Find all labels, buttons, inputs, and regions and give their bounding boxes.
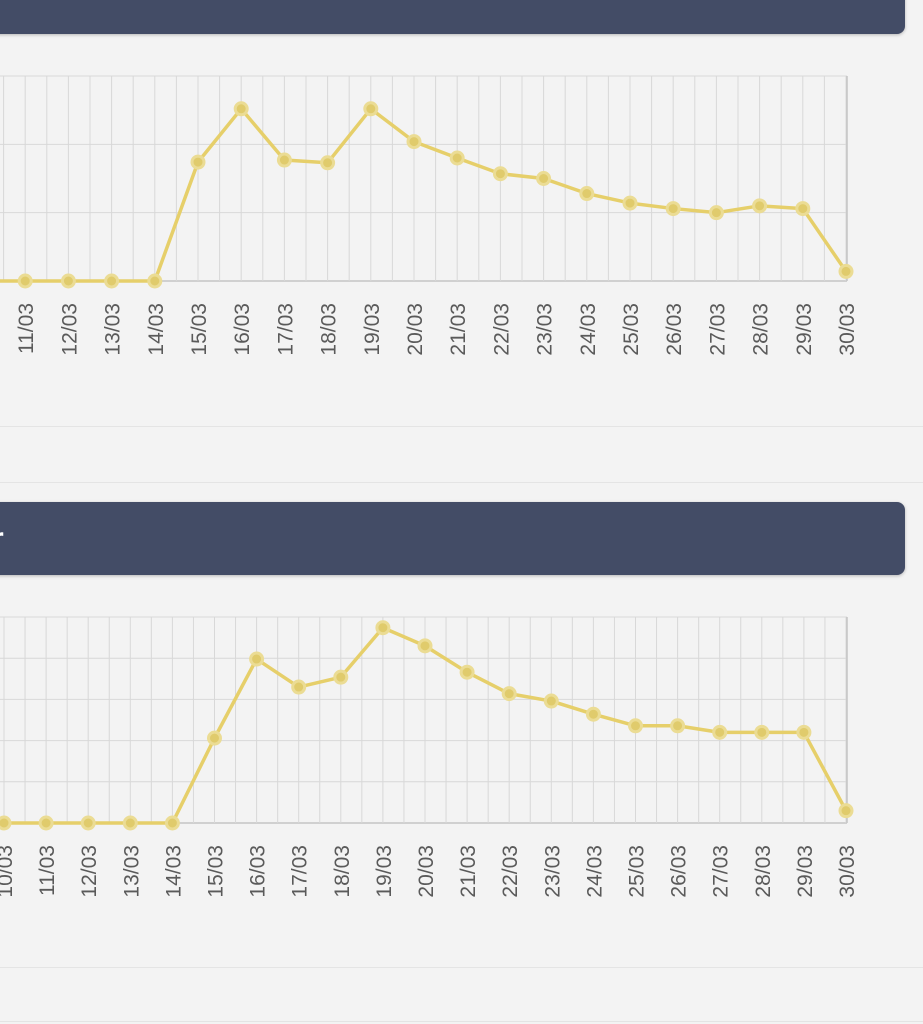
data-point[interactable] [122,815,138,831]
chart-2-header-bar: r [0,502,905,575]
chart-1-header-bar [0,0,905,34]
x-tick-label: 17/03 [274,303,297,356]
data-point[interactable] [60,273,76,289]
data-point[interactable] [708,205,724,221]
data-point[interactable] [585,706,601,722]
x-tick-label: 28/03 [752,845,775,898]
x-tick-label: 26/03 [668,845,691,898]
x-tick-label: 14/03 [162,845,185,898]
data-point[interactable] [670,718,686,734]
data-point[interactable] [249,651,265,667]
panel-divider [0,1021,923,1022]
data-point[interactable] [333,669,349,685]
x-tick-label: 24/03 [583,845,606,898]
x-tick-label: 27/03 [710,845,733,898]
data-point[interactable] [712,724,728,740]
chart-2-title: r [0,519,4,559]
x-tick-label: 26/03 [663,303,686,356]
x-tick-label: 15/03 [205,845,228,898]
x-tick-label: 16/03 [231,303,254,356]
data-point[interactable] [164,815,180,831]
x-tick-label: 20/03 [404,303,427,356]
x-tick-label: 22/03 [490,303,513,356]
data-point[interactable] [104,273,120,289]
x-tick-label: 30/03 [836,303,859,356]
data-point[interactable] [80,815,96,831]
x-tick-label: 19/03 [373,845,396,898]
x-tick-label: 11/03 [36,845,59,896]
data-point[interactable] [147,273,163,289]
x-tick-label: 25/03 [620,303,643,356]
x-tick-label: 29/03 [794,845,817,898]
data-point[interactable] [795,201,811,217]
x-tick-label: 21/03 [457,845,480,898]
data-point[interactable] [276,152,292,168]
x-tick-label: 15/03 [188,303,211,356]
x-tick-label: 14/03 [145,303,168,356]
data-point[interactable] [363,101,379,117]
x-tick-label: 23/03 [541,845,564,898]
x-tick-label: 16/03 [247,845,270,898]
x-tick-label: 19/03 [361,303,384,356]
series-line [0,107,848,283]
data-point[interactable] [38,815,54,831]
data-point[interactable] [0,815,12,831]
data-point[interactable] [291,679,307,695]
panel-divider [0,482,923,483]
x-tick-label: 23/03 [534,303,557,356]
data-point[interactable] [536,171,552,186]
x-tick-label: 27/03 [706,303,729,356]
data-point[interactable] [190,154,206,170]
x-tick-label: 29/03 [793,303,816,356]
data-point[interactable] [459,664,475,680]
x-tick-label: 21/03 [447,303,470,356]
data-point[interactable] [665,201,681,217]
x-tick-label: 13/03 [102,303,125,356]
data-point[interactable] [320,155,336,171]
data-point[interactable] [838,263,854,279]
data-point[interactable] [417,638,433,654]
x-tick-label: 20/03 [415,845,438,898]
data-point[interactable] [754,724,770,740]
chart-2: 10/03 11/03 12/03 13/03 14/03 15/03 16/03 17/03… [0,616,859,898]
x-tick-label: 22/03 [499,845,522,898]
data-point[interactable] [492,166,508,182]
data-point[interactable] [501,686,517,702]
data-point[interactable] [233,101,249,117]
panel-divider [0,426,923,427]
x-tick-label: 12/03 [78,845,101,898]
x-tick-label: 17/03 [289,845,312,898]
data-point[interactable] [449,150,465,166]
data-point[interactable] [752,198,768,214]
data-point[interactable] [17,273,33,289]
data-point[interactable] [796,724,812,740]
x-tick-label: 18/03 [331,845,354,898]
x-tick-label: 25/03 [626,845,649,898]
x-tick-label: 18/03 [318,303,341,356]
data-point[interactable] [375,620,391,636]
data-point[interactable] [543,693,559,709]
x-tick-label: 24/03 [577,303,600,356]
data-point[interactable] [406,134,422,150]
x-tick-label: 12/03 [58,303,81,356]
x-tick-label: 11/03 [15,303,38,354]
data-point[interactable] [579,186,595,202]
panel-divider [0,967,923,968]
x-tick-label: 10/03 [0,845,17,898]
x-tick-label: 30/03 [836,845,859,898]
data-point[interactable] [207,730,222,746]
data-point[interactable] [622,195,638,211]
x-tick-label: 13/03 [120,845,143,898]
x-tick-label: 28/03 [750,303,773,356]
data-point[interactable] [838,803,854,819]
data-point[interactable] [628,718,643,734]
chart-1: 10/0311/0312/0313/0314/0315/0316/0317/03… [0,75,859,356]
